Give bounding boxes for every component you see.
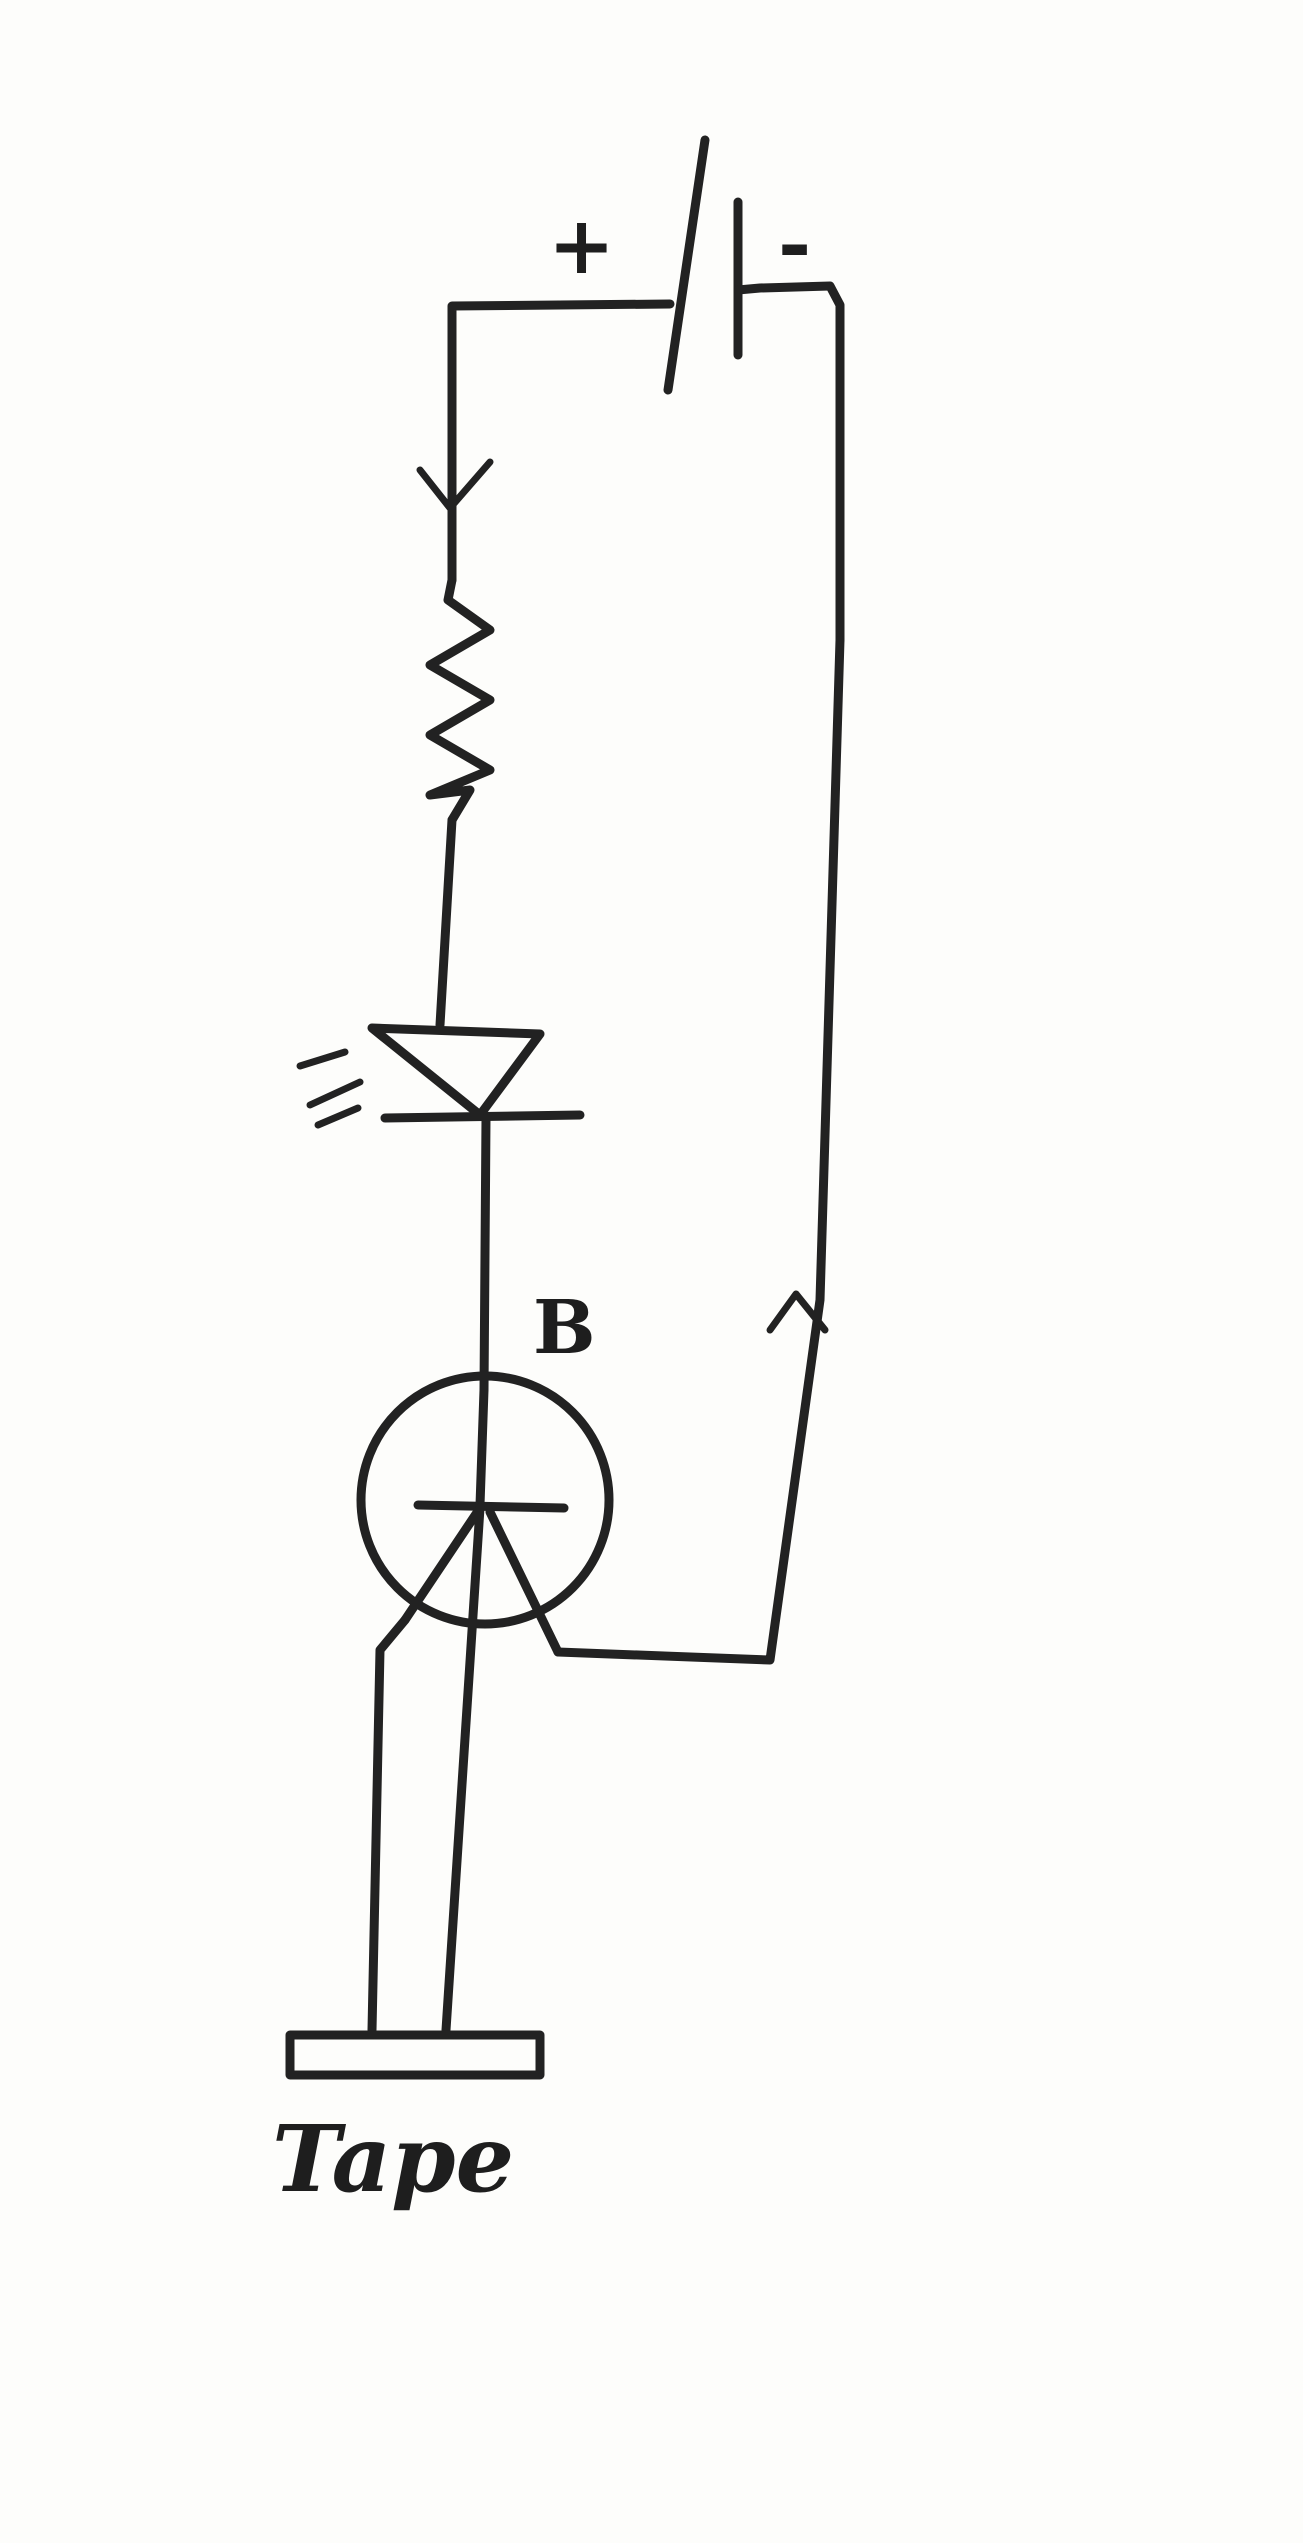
wire-top-left [447, 299, 675, 585]
arrow-up-icon [766, 1290, 829, 1334]
resistor-icon [425, 575, 495, 825]
led-icon [296, 1023, 585, 1129]
battery-icon [663, 135, 845, 645]
battery-negative-label: - [778, 196, 812, 290]
wire-resistor-led [435, 815, 457, 1030]
wire-right-return [553, 635, 845, 1665]
tape-label: Tape [272, 2105, 515, 2213]
transistor-icon [356, 1371, 614, 2035]
wire-led-transistor [479, 1113, 491, 1395]
tape-pad-icon [285, 2030, 545, 2080]
transistor-base-label: B [533, 1285, 596, 1371]
arrow-down-icon [416, 458, 494, 512]
battery-positive-label: + [548, 198, 616, 292]
